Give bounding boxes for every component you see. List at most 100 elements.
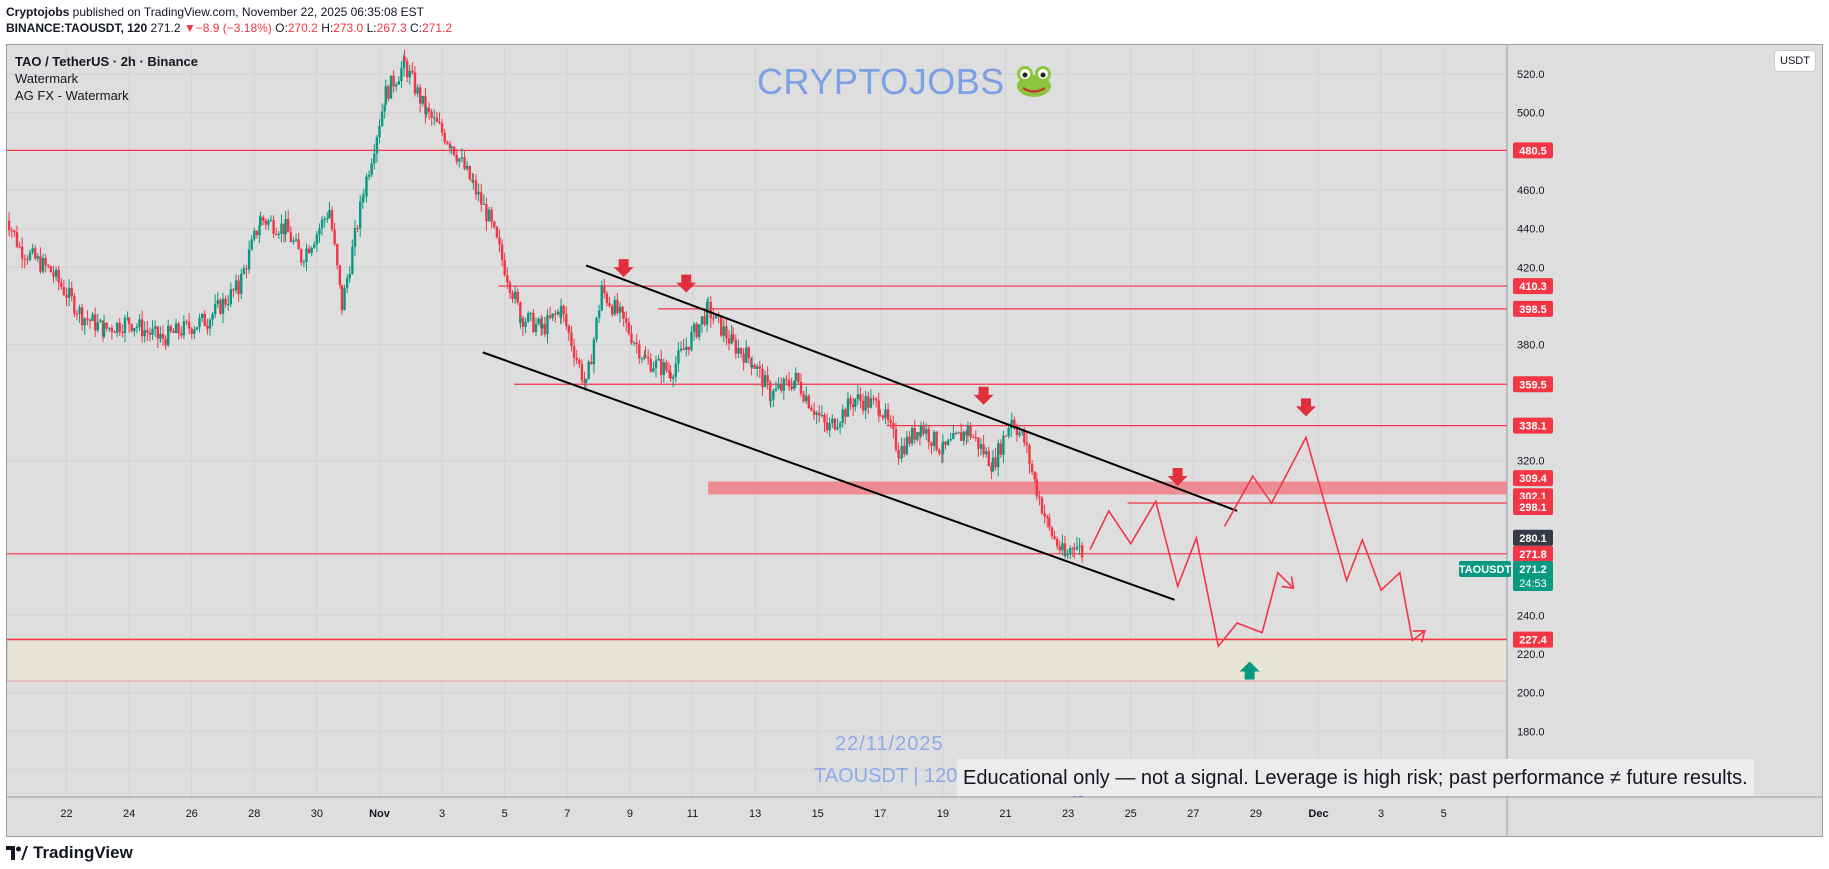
candle-body	[625, 318, 628, 323]
candle-body	[389, 75, 393, 99]
price-chart[interactable]: 520.0 500.0 460.0 440.0 420.0 380.0 320.0 240.0…	[7, 45, 1823, 837]
current-price-bg	[1513, 560, 1553, 591]
candle-body	[618, 306, 622, 314]
publish-info: Cryptojobs published on TradingView.com,…	[6, 4, 452, 20]
candle-body	[113, 331, 116, 333]
tradingview-logo-icon[interactable]	[6, 846, 28, 860]
candle-body	[1010, 419, 1013, 424]
candle-body	[313, 244, 316, 248]
candle-body	[679, 348, 683, 351]
level-tag-298-1-bg	[1513, 498, 1553, 515]
publisher-name[interactable]: Cryptojobs	[6, 5, 70, 19]
candle-body	[851, 404, 855, 408]
candle-body	[315, 234, 319, 245]
chart-frame[interactable]: 520.0 500.0 460.0 440.0 420.0 380.0 320.0 240.0…	[6, 44, 1823, 837]
candle-body	[856, 394, 860, 400]
legend-indicator-2[interactable]: AG FX - Watermark	[15, 88, 129, 103]
candle-body	[182, 321, 186, 336]
low-value: 267.3	[376, 21, 407, 35]
candle-body	[450, 146, 453, 149]
candle-body	[153, 326, 157, 329]
candle-body	[333, 229, 336, 245]
candle-body	[750, 358, 753, 368]
candle-body	[96, 322, 99, 331]
candle-body	[706, 301, 710, 303]
candle-body	[49, 266, 53, 273]
watermark-text: CRYPTOJOBS	[757, 61, 1005, 102]
close-label: C:	[409, 21, 422, 35]
candle-body	[400, 67, 403, 82]
frog-icon	[1016, 66, 1051, 97]
candle-body	[31, 248, 34, 253]
candle-body	[965, 431, 968, 436]
candle-body	[318, 228, 321, 235]
level-tag-480-5: 480.5	[1519, 145, 1547, 157]
candle-body	[753, 365, 756, 369]
candle-body	[534, 323, 538, 333]
x-tick-label: 5	[1441, 808, 1447, 820]
candle-body	[446, 142, 449, 144]
legend-indicator-1[interactable]: Watermark	[15, 71, 79, 86]
candle-body	[513, 291, 517, 299]
candle-body	[102, 322, 106, 337]
candle-body	[846, 398, 850, 417]
candle-body	[692, 324, 696, 333]
candle-body	[922, 425, 925, 434]
candle-body	[326, 217, 329, 219]
candle-body	[790, 386, 793, 390]
candle-body	[722, 326, 725, 336]
candle-body	[425, 107, 428, 114]
candle-body	[413, 72, 417, 94]
open-label: O:	[275, 21, 288, 35]
candle-body	[373, 153, 376, 164]
currency-button[interactable]: USDT	[1774, 50, 1816, 72]
candle-body	[356, 227, 359, 229]
candle-body	[761, 368, 764, 388]
candle-body	[47, 265, 50, 267]
candle-body	[897, 457, 901, 459]
candle-body	[361, 197, 365, 202]
candle-body	[758, 366, 761, 369]
candle-body	[646, 357, 650, 359]
candle-body	[755, 366, 759, 369]
y-tick-label: 220.0	[1517, 649, 1545, 661]
candle-body	[739, 348, 743, 354]
candle-body	[556, 311, 560, 315]
candle-body	[575, 357, 578, 361]
candle-body	[797, 373, 800, 382]
candle-body	[1015, 428, 1019, 436]
candle-body	[54, 269, 58, 277]
candle-body	[1007, 428, 1010, 436]
y-tick-label: 520.0	[1517, 69, 1545, 81]
candle-body	[427, 107, 431, 112]
down-arrow-icon	[973, 386, 994, 405]
candle-body	[471, 179, 474, 182]
candle-body	[521, 317, 525, 327]
candle-body	[1004, 435, 1008, 437]
candle-body	[1058, 546, 1061, 551]
legend-title[interactable]: TAO / TetherUS · 2h · Binance	[15, 54, 198, 69]
candle-body	[338, 265, 342, 285]
candle-body	[603, 285, 606, 294]
date-stamp: 22/11/2025	[835, 733, 944, 755]
candle-body	[583, 380, 586, 383]
candle-body	[115, 322, 119, 333]
candle-body	[897, 449, 900, 458]
candle-body	[879, 415, 882, 417]
y-tick-label: 440.0	[1517, 224, 1545, 236]
candle-body	[36, 256, 40, 259]
candle-body	[211, 314, 214, 320]
tradingview-brand[interactable]: TradingView	[33, 843, 133, 862]
candle-body	[52, 272, 55, 277]
candle-body	[807, 395, 811, 408]
x-tick-label: 11	[687, 808, 698, 820]
candle-body	[289, 232, 293, 242]
candle-body	[987, 451, 991, 467]
candle-body	[630, 333, 633, 343]
symbol-chip-bg	[1459, 560, 1511, 577]
candle-body	[900, 445, 903, 459]
candle-body	[640, 358, 644, 360]
candle-body	[275, 233, 278, 235]
candle-body	[242, 268, 246, 274]
y-tick-label: 500.0	[1517, 108, 1545, 120]
